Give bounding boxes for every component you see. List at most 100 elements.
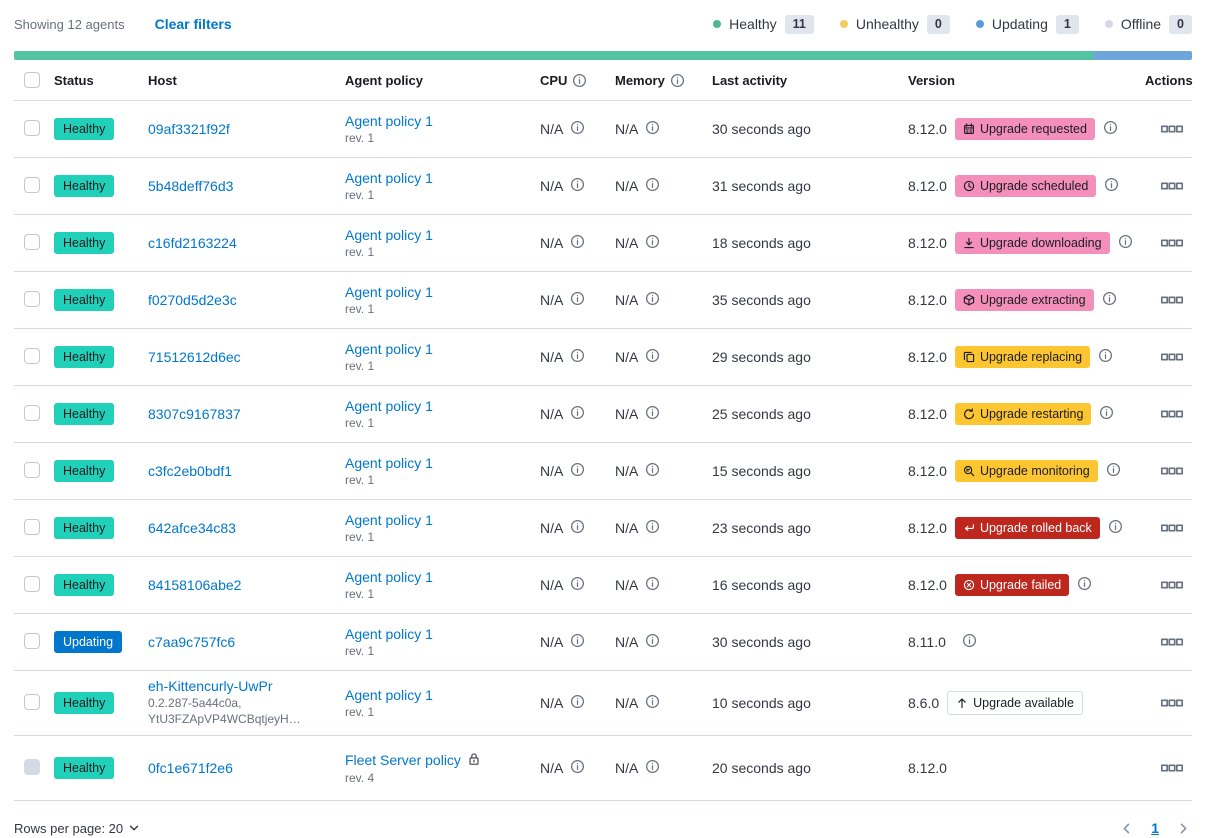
column-header-status[interactable]: Status [54,72,94,88]
clear-filters-link[interactable]: Clear filters [154,16,232,32]
agent-policy-link[interactable]: Agent policy 1 [345,170,433,186]
info-icon[interactable] [1108,519,1123,534]
host-link[interactable]: 642afce34c83 [148,520,236,536]
info-icon[interactable] [645,348,660,363]
info-icon[interactable] [962,633,977,648]
info-icon[interactable] [570,462,585,477]
agent-policy-link[interactable]: Agent policy 1 [345,341,433,357]
column-header-cpu[interactable]: CPU [540,73,615,88]
info-icon[interactable] [1077,576,1092,591]
actions-button[interactable] [1160,345,1184,369]
info-icon[interactable] [645,405,660,420]
host-link[interactable]: 71512612d6ec [148,349,241,365]
row-checkbox[interactable] [24,404,40,421]
info-icon[interactable] [645,177,660,192]
host-link[interactable]: c16fd2163224 [148,235,237,251]
actions-button[interactable] [1160,691,1184,715]
info-icon[interactable] [570,633,585,648]
agent-policy-link[interactable]: Agent policy 1 [345,455,433,471]
host-link[interactable]: 8307c9167837 [148,406,241,422]
info-icon[interactable] [570,405,585,420]
row-checkbox[interactable] [24,632,40,649]
info-icon[interactable] [570,234,585,249]
info-icon[interactable] [645,519,660,534]
info-icon[interactable] [645,120,660,135]
host-link[interactable]: eh-Kittencurly-UwPr [148,678,273,695]
info-icon[interactable] [1098,348,1113,363]
agent-policy-link[interactable]: Agent policy 1 [345,512,433,528]
column-header-host[interactable]: Host [148,72,177,88]
row-checkbox[interactable] [24,693,40,710]
info-icon[interactable] [1104,177,1119,192]
host-link[interactable]: c7aa9c757fc6 [148,634,236,650]
info-icon[interactable] [570,759,585,774]
actions-button[interactable] [1160,402,1184,426]
info-icon[interactable] [570,348,585,363]
next-page-button[interactable] [1177,822,1190,835]
row-checkbox[interactable] [24,518,40,535]
legend-label-unhealthy: Unhealthy [855,16,919,32]
agent-policy-link[interactable]: Agent policy 1 [345,227,433,243]
info-icon[interactable] [570,291,585,306]
agent-policy-link[interactable]: Fleet Server policy [345,752,461,768]
agent-policy-link[interactable]: Agent policy 1 [345,398,433,414]
memory-column-info-icon[interactable] [670,73,685,88]
status-badge: Healthy [54,118,115,140]
info-icon[interactable] [570,519,585,534]
column-header-memory[interactable]: Memory [615,73,712,88]
info-icon[interactable] [645,291,660,306]
info-icon[interactable] [645,576,660,591]
info-icon[interactable] [645,234,660,249]
policy-revision: rev. 1 [345,131,375,145]
info-icon[interactable] [1103,120,1118,135]
info-icon[interactable] [570,576,585,591]
host-link[interactable]: 0fc1e671f2e6 [148,760,233,776]
info-icon[interactable] [645,759,660,774]
agent-policy-link[interactable]: Agent policy 1 [345,113,433,129]
table-row: Healthy 0fc1e671f2e6 Fleet Server policy… [14,736,1192,801]
actions-button[interactable] [1160,573,1184,597]
agent-policy-link[interactable]: Agent policy 1 [345,284,433,300]
actions-button[interactable] [1160,516,1184,540]
info-icon[interactable] [1102,291,1117,306]
info-icon[interactable] [645,462,660,477]
host-link[interactable]: f0270d5d2e3c [148,292,237,308]
row-checkbox[interactable] [24,119,40,136]
page-number-1[interactable]: 1 [1151,820,1159,836]
actions-button[interactable] [1160,756,1184,780]
row-checkbox[interactable] [24,176,40,193]
info-icon[interactable] [570,120,585,135]
actions-button[interactable] [1160,117,1184,141]
column-header-agent-policy[interactable]: Agent policy [345,72,424,88]
info-icon[interactable] [645,694,660,709]
actions-button[interactable] [1160,174,1184,198]
cpu-column-info-icon[interactable] [572,73,587,88]
row-checkbox[interactable] [24,461,40,478]
select-all-checkbox[interactable] [24,72,40,88]
info-icon[interactable] [1118,234,1133,249]
previous-page-button[interactable] [1120,822,1133,835]
actions-button[interactable] [1160,459,1184,483]
row-checkbox[interactable] [24,575,40,592]
info-icon[interactable] [1106,462,1121,477]
host-link[interactable]: c3fc2eb0bdf1 [148,463,233,479]
actions-button[interactable] [1160,288,1184,312]
info-icon[interactable] [645,633,660,648]
host-link[interactable]: 5b48deff76d3 [148,178,234,194]
agent-policy-link[interactable]: Agent policy 1 [345,569,433,585]
agent-policy-link[interactable]: Agent policy 1 [345,626,433,642]
info-icon[interactable] [1099,405,1114,420]
column-header-last-activity[interactable]: Last activity [712,72,788,88]
host-link[interactable]: 84158106abe2 [148,577,242,593]
actions-button[interactable] [1160,630,1184,654]
actions-button[interactable] [1160,231,1184,255]
info-icon[interactable] [570,177,585,192]
rows-per-page-button[interactable]: Rows per page: 20 [14,821,140,836]
agent-policy-link[interactable]: Agent policy 1 [345,687,433,703]
info-icon[interactable] [570,694,585,709]
row-checkbox[interactable] [24,233,40,250]
row-checkbox[interactable] [24,290,40,307]
row-checkbox[interactable] [24,347,40,364]
column-header-version[interactable]: Version [908,72,955,88]
host-link[interactable]: 09af3321f92f [148,121,230,137]
